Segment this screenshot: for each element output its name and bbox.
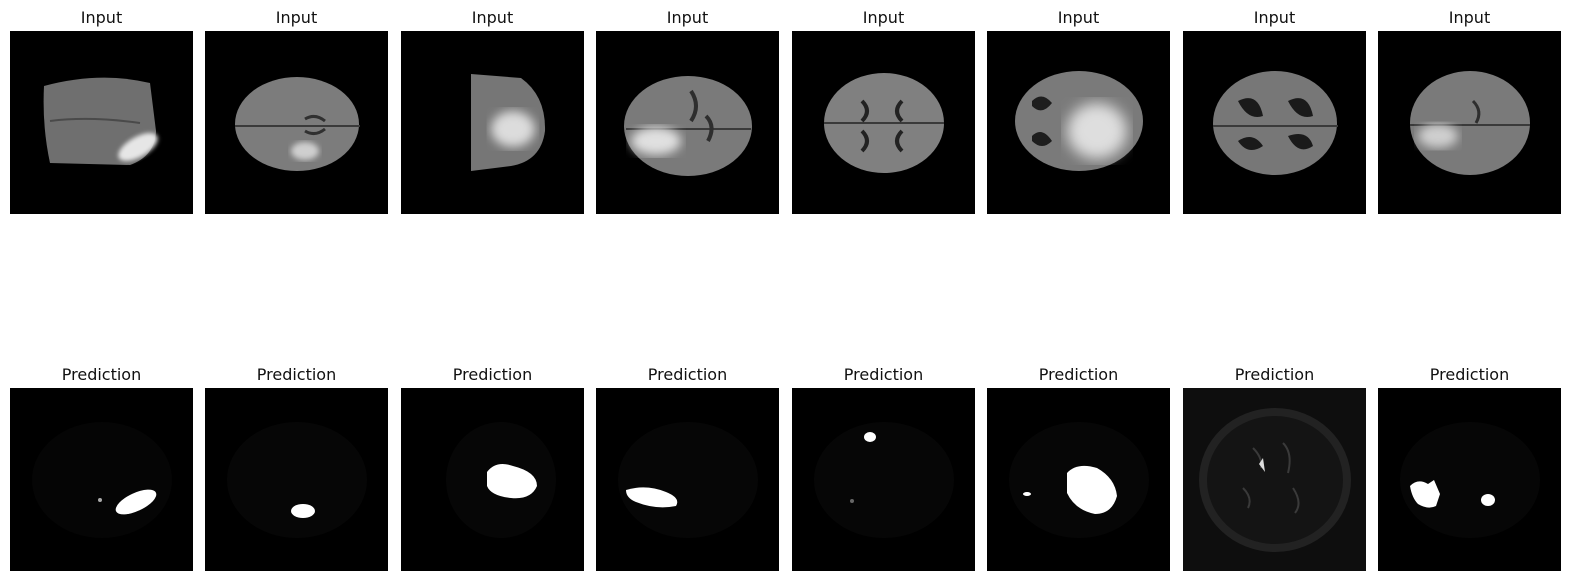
prediction-title: Prediction <box>1429 365 1510 384</box>
input-title: Input <box>1448 8 1491 27</box>
input-title: Input <box>1253 8 1296 27</box>
brain-slice-image <box>987 31 1170 214</box>
prediction-title: Prediction <box>647 365 728 384</box>
input-title: Input <box>471 8 514 27</box>
prediction-title: Prediction <box>256 365 337 384</box>
brain-slice-image <box>596 31 779 214</box>
prediction-mask-image <box>10 388 193 571</box>
prediction-title: Prediction <box>1038 365 1119 384</box>
prediction-mask-image <box>987 388 1170 571</box>
brain-slice-image <box>10 31 193 214</box>
input-title: Input <box>862 8 905 27</box>
brain-slice-image <box>205 31 388 214</box>
prediction-title: Prediction <box>61 365 142 384</box>
input-title: Input <box>666 8 709 27</box>
prediction-mask-image <box>1378 388 1561 571</box>
prediction-mask-image <box>596 388 779 571</box>
brain-slice-image <box>792 31 975 214</box>
brain-slice-image <box>1378 31 1561 214</box>
prediction-mask-image <box>205 388 388 571</box>
prediction-title: Prediction <box>1234 365 1315 384</box>
prediction-title: Prediction <box>452 365 533 384</box>
brain-slice-image <box>401 31 584 214</box>
input-title: Input <box>1057 8 1100 27</box>
prediction-title: Prediction <box>843 365 924 384</box>
brain-slice-image <box>1183 31 1366 214</box>
prediction-mask-image <box>401 388 584 571</box>
input-title: Input <box>275 8 318 27</box>
prediction-mask-image <box>1183 388 1366 571</box>
input-title: Input <box>80 8 123 27</box>
prediction-mask-image <box>792 388 975 571</box>
